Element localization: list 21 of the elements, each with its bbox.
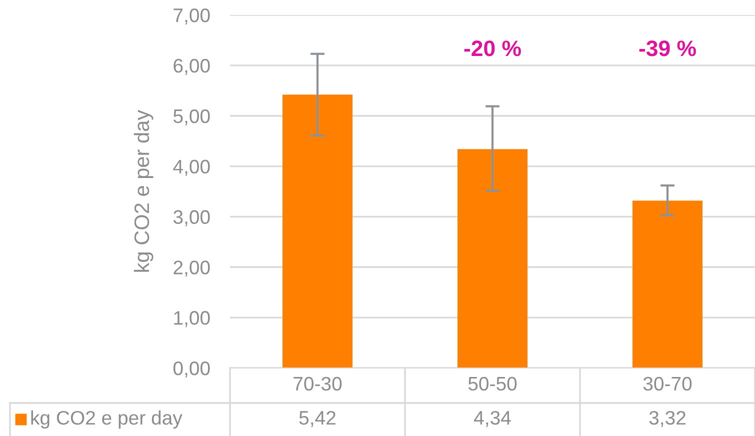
annotation: -20 % (464, 40, 521, 56)
y-tick-label: 0,00 (173, 361, 210, 378)
data-label: 4,34 (474, 410, 511, 428)
y-tick-label: 4,00 (173, 160, 210, 176)
x-tick-label: 50-50 (468, 376, 517, 391)
y-tick-label: 2,00 (174, 260, 210, 277)
bar (632, 200, 702, 368)
annotation: -39 % (639, 40, 696, 56)
bar (282, 94, 352, 368)
y-tick-label: 1,00 (174, 311, 210, 328)
legend-label: kg CO2 e per day (31, 410, 182, 429)
x-tick-label: 30-70 (643, 376, 692, 391)
y-tick-label: 7,00 (174, 8, 210, 25)
y-tick-label: 5,00 (173, 109, 210, 126)
data-label: 5,42 (299, 410, 336, 428)
y-tick-label: 3,00 (173, 210, 210, 226)
data-label: 3,32 (649, 410, 686, 428)
y-axis-title: kg CO2 e per day (134, 110, 154, 272)
x-tick-label: 70-30 (294, 376, 342, 391)
y-tick-label: 6,00 (174, 58, 210, 75)
bar (458, 149, 528, 368)
